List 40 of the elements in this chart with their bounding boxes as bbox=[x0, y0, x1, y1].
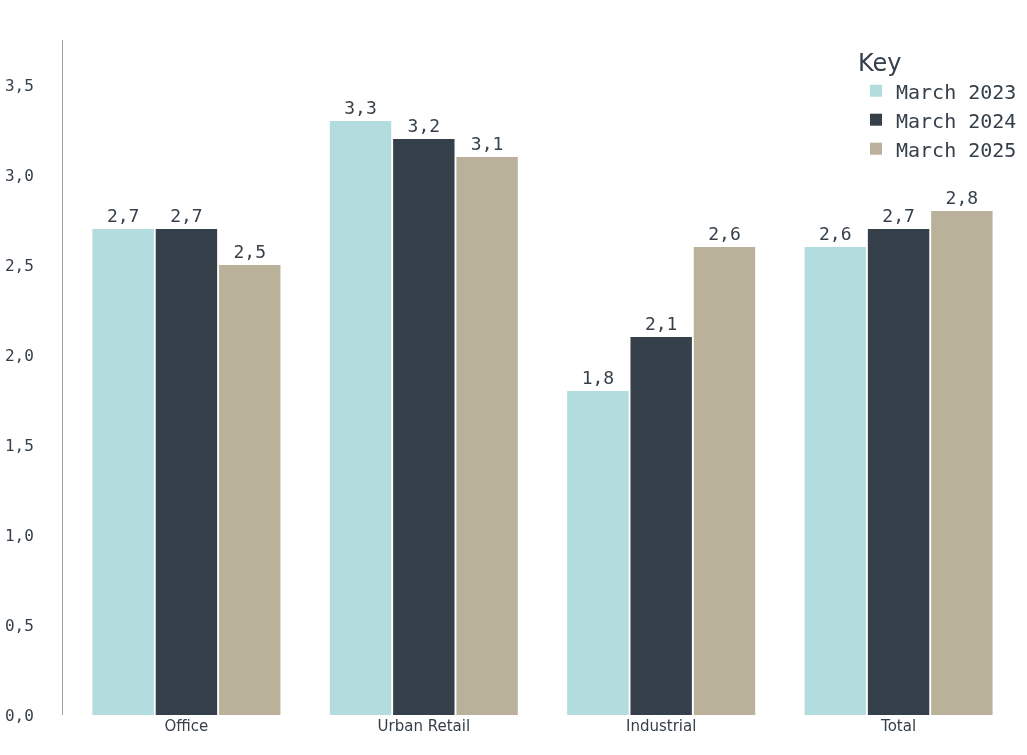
data-label: 2,6 bbox=[819, 223, 852, 244]
bar bbox=[693, 247, 756, 715]
y-tick-label: 2,0 bbox=[4, 345, 34, 365]
data-label: 2,6 bbox=[708, 223, 741, 244]
data-label: 2,7 bbox=[882, 205, 915, 226]
data-label: 1,8 bbox=[581, 367, 615, 388]
legend-title: Key bbox=[858, 49, 902, 78]
data-label: 3,1 bbox=[470, 133, 504, 154]
data-label: 2,1 bbox=[644, 313, 678, 334]
bar bbox=[219, 265, 281, 715]
bar bbox=[804, 247, 866, 715]
legend-label: March 2023 bbox=[896, 79, 1017, 104]
legend-label: March 2025 bbox=[896, 137, 1017, 162]
bar bbox=[456, 157, 518, 715]
y-tick-label: 2,5 bbox=[4, 255, 34, 275]
x-tick-label: Industrial bbox=[626, 717, 697, 735]
data-label: 2,5 bbox=[233, 241, 266, 262]
data-label: 3,2 bbox=[407, 115, 441, 136]
legend-label: March 2024 bbox=[896, 108, 1017, 133]
y-tick-label: 0,5 bbox=[4, 615, 34, 635]
bar bbox=[567, 391, 629, 715]
bar bbox=[630, 337, 692, 715]
data-label: 2,7 bbox=[170, 205, 203, 226]
data-label: 2,7 bbox=[106, 205, 140, 226]
bar bbox=[393, 139, 455, 715]
data-label: 2,8 bbox=[945, 187, 979, 208]
x-tick-label: Total bbox=[880, 717, 917, 735]
y-tick-label: 1,5 bbox=[4, 435, 34, 455]
x-tick-label: Urban Retail bbox=[377, 717, 471, 735]
bar bbox=[155, 229, 218, 715]
bar bbox=[92, 229, 154, 715]
y-tick-label: 1,0 bbox=[4, 525, 34, 545]
x-tick-label: Office bbox=[164, 717, 209, 735]
bar bbox=[867, 229, 930, 715]
y-tick-label: 3,5 bbox=[4, 75, 34, 95]
bar bbox=[931, 211, 993, 715]
data-label: 3,3 bbox=[344, 97, 377, 118]
y-tick-label: 3,0 bbox=[4, 165, 34, 185]
y-tick-label: 0,0 bbox=[4, 705, 34, 725]
bar bbox=[329, 121, 392, 715]
